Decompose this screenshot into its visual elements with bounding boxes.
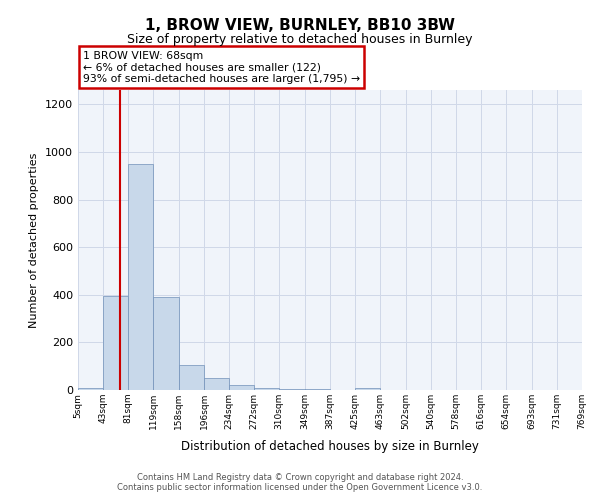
Text: Contains public sector information licensed under the Open Government Licence v3: Contains public sector information licen…	[118, 484, 482, 492]
Text: Size of property relative to detached houses in Burnley: Size of property relative to detached ho…	[127, 32, 473, 46]
Bar	[355, 388, 380, 390]
Y-axis label: Number of detached properties: Number of detached properties	[29, 152, 40, 328]
Text: Contains HM Land Registry data © Crown copyright and database right 2024.: Contains HM Land Registry data © Crown c…	[137, 472, 463, 482]
Bar	[204, 378, 229, 390]
Bar	[128, 164, 153, 390]
Bar	[305, 389, 330, 390]
Bar	[179, 365, 204, 390]
Text: 1 BROW VIEW: 68sqm
← 6% of detached houses are smaller (122)
93% of semi-detache: 1 BROW VIEW: 68sqm ← 6% of detached hous…	[83, 51, 360, 84]
Bar	[153, 297, 179, 390]
Text: 1, BROW VIEW, BURNLEY, BB10 3BW: 1, BROW VIEW, BURNLEY, BB10 3BW	[145, 18, 455, 32]
Bar	[254, 388, 279, 390]
X-axis label: Distribution of detached houses by size in Burnley: Distribution of detached houses by size …	[181, 440, 479, 454]
Bar	[103, 296, 128, 390]
Bar	[229, 385, 254, 390]
Bar	[78, 388, 103, 390]
